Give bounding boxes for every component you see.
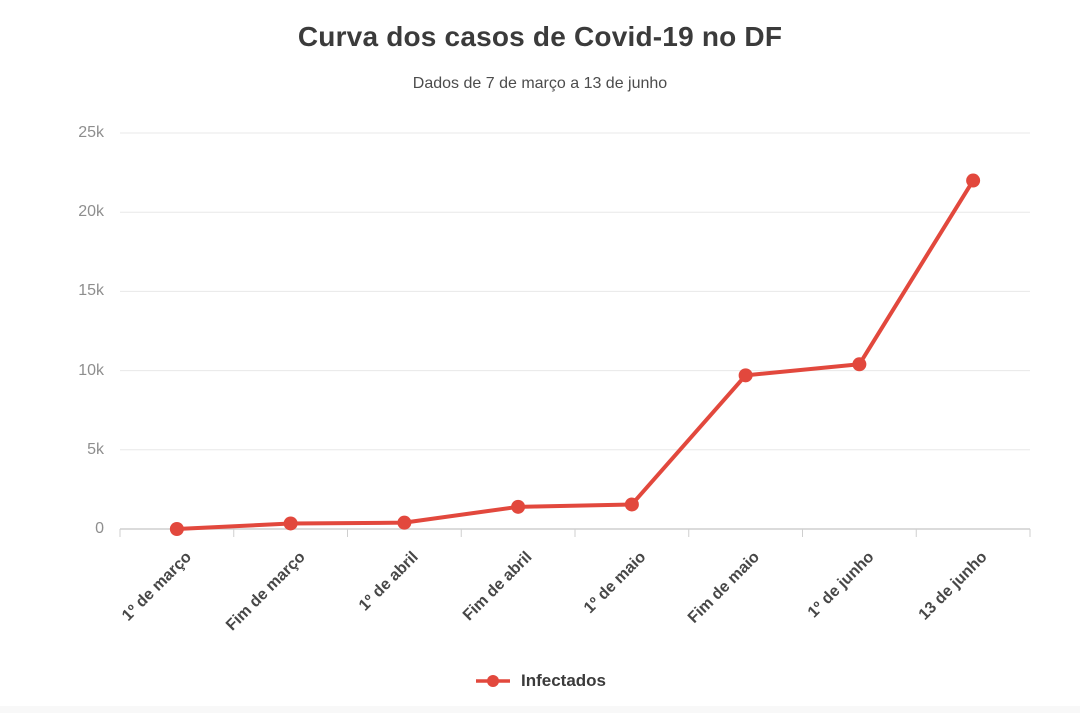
y-axis-tick-label: 20k: [78, 203, 104, 221]
legend-label: Infectados: [520, 671, 607, 690]
page-bottom-edge: [0, 706, 1080, 713]
legend-line-marker-icon: [475, 675, 510, 687]
chart-subtitle: Dados de 7 de março a 13 de junho: [412, 75, 668, 92]
data-point-1-de-mar-o[interactable]: [169, 522, 184, 536]
data-point-1-de-junho[interactable]: [852, 357, 867, 372]
y-axis-tick-label: 0: [95, 520, 104, 537]
chart-title: Curva dos casos de Covid-19 no DF: [297, 21, 783, 52]
legend-item-infectados[interactable]: Infectados: [474, 671, 606, 691]
data-point-fim-de-mar-o[interactable]: [283, 516, 298, 531]
data-point-1-de-abril[interactable]: [397, 515, 412, 530]
series-line-infectados: [174, 178, 976, 531]
y-axis-tick-label: 15k: [78, 282, 104, 300]
data-point-13-de-junho[interactable]: [966, 173, 981, 188]
legend: Infectados: [0, 671, 1080, 691]
y-axis-tick-label: 5k: [87, 440, 104, 458]
data-point-fim-de-abril[interactable]: [511, 499, 526, 514]
y-axis-tick-label: 25k: [78, 124, 104, 141]
y-axis-tick-label: 10k: [78, 361, 104, 379]
data-point-fim-de-maio[interactable]: [738, 368, 753, 383]
data-point-1-de-maio[interactable]: [624, 497, 639, 512]
